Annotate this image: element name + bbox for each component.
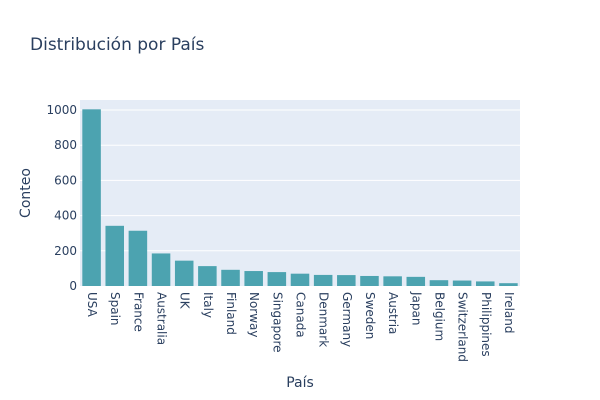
bar-austria[interactable]: [383, 276, 402, 286]
y-tick-label: 200: [54, 244, 77, 258]
bar-spain[interactable]: [105, 225, 124, 286]
x-tick-label: Japan: [409, 291, 423, 325]
bar-denmark[interactable]: [313, 274, 333, 286]
y-tick-label: 0: [69, 279, 77, 293]
bar-france[interactable]: [128, 230, 148, 286]
gridlines: [80, 109, 520, 252]
x-tick-label: Denmark: [317, 292, 331, 347]
bar-japan[interactable]: [406, 276, 426, 286]
x-tick-label: Sweden: [363, 292, 377, 339]
x-tick-label: USA: [85, 292, 99, 318]
x-tick-label: Philippines: [479, 292, 493, 357]
bar-australia[interactable]: [151, 253, 171, 286]
y-tick-label: 400: [54, 209, 77, 223]
x-tick-label: Singapore: [270, 292, 284, 353]
x-axis-title: País: [286, 375, 314, 391]
x-tick-label: Ireland: [502, 292, 516, 334]
x-tick-label: Norway: [247, 292, 261, 338]
bar-canada[interactable]: [290, 273, 310, 286]
x-tick-label: Australia: [155, 292, 169, 345]
y-axis-title: Conteo: [18, 168, 34, 218]
bar-italy[interactable]: [198, 266, 217, 286]
y-tick-label: 1000: [46, 103, 77, 117]
x-tick-label: Italy: [201, 292, 215, 318]
chart-title: Distribución por País: [30, 35, 204, 55]
x-tick-label: France: [131, 292, 145, 332]
bar-philippines[interactable]: [476, 281, 495, 286]
bar-switzerland[interactable]: [452, 280, 472, 286]
x-axis-ticks: USA Spain France Australia UK Italy Finland Nor…: [85, 291, 516, 362]
x-tick-label: Germany: [340, 292, 354, 347]
x-tick-label: Belgium: [432, 292, 446, 341]
bar-finland[interactable]: [221, 269, 240, 286]
bar-usa[interactable]: [82, 109, 101, 287]
x-tick-label: Switzerland: [456, 292, 470, 362]
x-tick-label: Canada: [294, 292, 308, 338]
y-tick-label: 600: [54, 173, 77, 187]
y-axis-ticks: 0 200 400 600 800 1000: [46, 103, 77, 293]
bar-norway[interactable]: [244, 271, 263, 286]
bar-uk[interactable]: [174, 260, 194, 286]
x-tick-label: Austria: [386, 292, 400, 334]
x-tick-label: Finland: [224, 292, 238, 335]
bar-singapore[interactable]: [267, 272, 287, 286]
bar-ireland[interactable]: [499, 283, 518, 286]
bars: [82, 109, 518, 287]
bar-germany[interactable]: [337, 275, 356, 286]
bar-sweden[interactable]: [360, 275, 379, 286]
bar-belgium[interactable]: [429, 280, 449, 286]
x-tick-label: Spain: [108, 292, 122, 326]
x-tick-label: UK: [178, 292, 192, 310]
y-tick-label: 800: [54, 138, 77, 152]
